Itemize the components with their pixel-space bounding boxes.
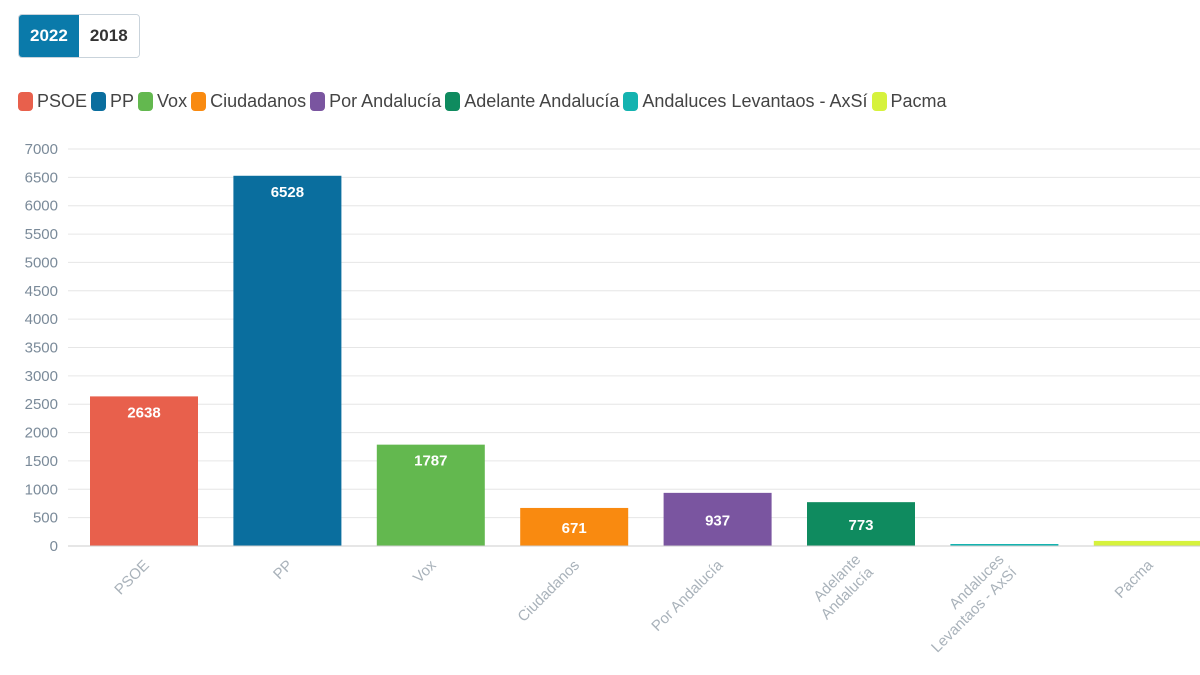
tab-2018[interactable]: 2018	[78, 15, 139, 57]
legend-item-psoe[interactable]: PSOE	[18, 91, 87, 112]
legend-item-ciudadanos[interactable]: Ciudadanos	[191, 91, 306, 112]
legend-swatch	[445, 92, 461, 111]
bar[interactable]	[376, 444, 485, 546]
y-tick-label: 3500	[25, 340, 58, 357]
chart-legend: PSOE PP Vox Ciudadanos Por Andalucía Ade…	[18, 91, 951, 112]
legend-item-pp[interactable]: PP	[91, 91, 134, 112]
y-tick-label: 2500	[25, 396, 58, 413]
y-tick-label: 1000	[25, 481, 58, 498]
y-tick-label: 6000	[25, 198, 58, 215]
legend-label: Pacma	[890, 91, 947, 111]
legend-swatch	[191, 92, 207, 111]
legend-item-adelante-andalucia[interactable]: Adelante Andalucía	[445, 91, 619, 112]
bar[interactable]	[1093, 540, 1200, 546]
data-label: 671	[562, 520, 587, 537]
y-tick-label: 0	[50, 538, 58, 555]
y-tick-label: 5500	[25, 226, 58, 243]
x-tick-label: PSOE	[111, 557, 152, 598]
legend-swatch	[18, 92, 33, 111]
legend-item-vox[interactable]: Vox	[138, 91, 187, 112]
legend-swatch	[871, 92, 887, 111]
legend-label: PP	[110, 91, 135, 111]
year-tabs: 2022 2018	[18, 14, 140, 58]
legend-swatch	[91, 92, 107, 111]
legend-label: Ciudadanos	[210, 91, 307, 111]
x-tick-label: Ciudadanos	[514, 557, 583, 626]
bar[interactable]	[90, 396, 198, 546]
y-tick-label: 3000	[25, 368, 58, 385]
x-tick-label: Por Andalucía	[648, 556, 727, 635]
y-tick-label: 4000	[25, 311, 58, 328]
legend-item-por-andalucia[interactable]: Por Andalucía	[310, 91, 441, 112]
data-label: 6528	[271, 184, 304, 201]
tab-2022[interactable]: 2022	[19, 15, 79, 57]
data-label: 1787	[414, 453, 447, 470]
legend-swatch	[623, 92, 639, 111]
y-tick-label: 1500	[25, 453, 58, 470]
bar[interactable]	[233, 175, 342, 546]
legend-swatch	[138, 92, 154, 111]
legend-item-pacma[interactable]: Pacma	[871, 91, 947, 112]
y-tick-label: 2000	[25, 425, 58, 442]
y-tick-label: 4500	[25, 283, 58, 300]
legend-label: Por Andalucía	[329, 91, 442, 111]
x-tick-label: AndalucesLevantaos - AxSí	[915, 551, 1021, 657]
x-tick-label: Pacma	[1112, 556, 1157, 601]
x-tick-label: PP	[270, 557, 296, 583]
legend-label: Adelante Andalucía	[464, 91, 620, 111]
y-tick-label: 5000	[25, 254, 58, 271]
x-tick-label: AdelanteAndalucía	[805, 551, 877, 623]
bar[interactable]	[950, 544, 1059, 546]
y-tick-label: 500	[33, 510, 58, 527]
bar[interactable]	[663, 492, 772, 546]
legend-label: Andaluces Levantaos - AxSí	[642, 91, 868, 111]
data-label: 773	[848, 517, 873, 534]
legend-label: PSOE	[37, 91, 88, 111]
data-label: 937	[705, 512, 730, 529]
x-tick-label: Vox	[410, 556, 440, 586]
y-tick-label: 6500	[25, 169, 58, 186]
legend-item-andaluces-levantaos[interactable]: Andaluces Levantaos - AxSí	[623, 91, 868, 112]
y-tick-label: 7000	[25, 141, 58, 158]
legend-label: Vox	[157, 91, 188, 111]
legend-swatch	[310, 92, 326, 111]
bar[interactable]	[807, 502, 915, 546]
bar[interactable]	[520, 507, 629, 546]
data-label: 2638	[127, 404, 160, 421]
